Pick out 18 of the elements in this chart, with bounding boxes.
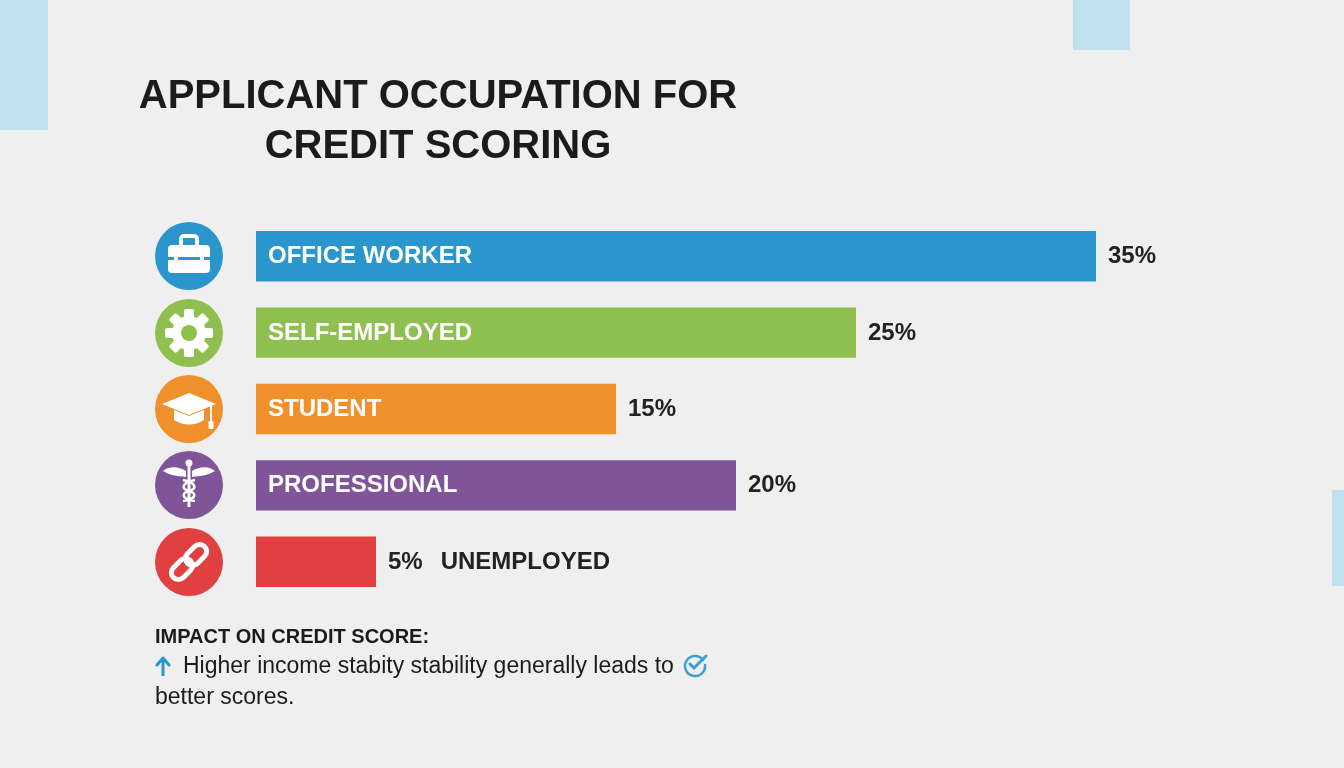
bar <box>256 383 616 435</box>
y-tick-label: STUDENT <box>268 394 382 421</box>
bar <box>256 230 1096 282</box>
data-label: 15% <box>628 394 677 421</box>
data-label: 5% <box>388 546 423 574</box>
y-tick-label: PROFESSIONAL <box>268 470 458 498</box>
data-label: 35% <box>1108 241 1157 269</box>
text: Higher income stabity stability generally leads to better scores. <box>155 652 674 709</box>
data-label: 25% <box>868 317 917 345</box>
text: IMPACT ON CREDIT SCORE: <box>155 624 431 649</box>
data-label: 20% <box>748 470 797 498</box>
bar <box>256 460 736 511</box>
y-tick-label: OFFICE WORKER <box>268 241 472 269</box>
y-tick-label: SELF-EMPLOYED <box>268 317 473 345</box>
chart-title: APPLICANT OCCUPATION FOR CREDIT SCORING <box>138 72 738 166</box>
y-tick-label: UNEMPLOYED <box>440 546 611 574</box>
bar <box>256 307 856 358</box>
bar <box>256 536 376 588</box>
